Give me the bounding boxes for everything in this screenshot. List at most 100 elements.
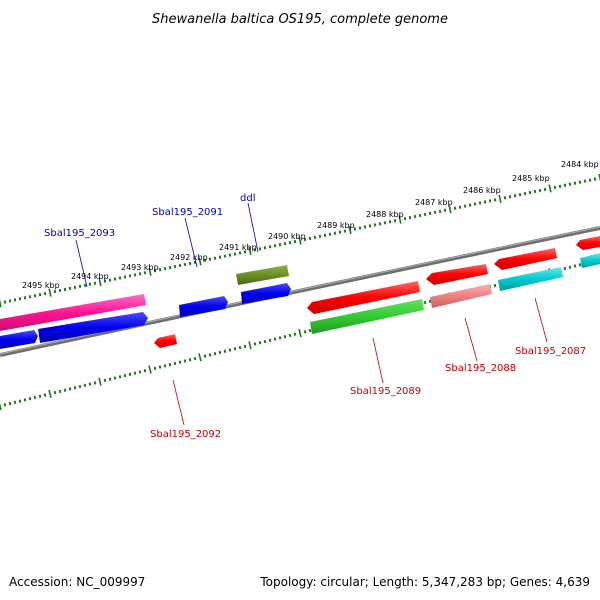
minor-tick (358, 226, 362, 230)
gene-label-sbal195-2091[interactable]: Sbal195_2091 (152, 207, 223, 218)
gene-arrow-sbal195-2088-red[interactable] (426, 264, 488, 285)
gene-arrow-sbal195-2087[interactable] (498, 267, 563, 291)
gene-label-ddl[interactable]: ddl (240, 193, 255, 204)
minor-tick (28, 397, 32, 401)
minor-tick (388, 220, 392, 224)
scale-labels: 2484 kbp 2485 kbp 2486 kbp 2487 kbp 2488… (22, 160, 599, 290)
major-tick (448, 205, 452, 214)
minor-tick (583, 179, 587, 183)
gene-label-sbal195-2092[interactable]: Sbal195_2092 (150, 429, 221, 440)
minor-tick (428, 211, 432, 216)
minor-tick (223, 254, 227, 258)
minor-tick (558, 184, 562, 189)
minor-tick (188, 358, 192, 362)
map-title: Shewanella baltica OS195, complete genom… (152, 12, 448, 27)
minor-tick (568, 265, 572, 269)
minor-tick (178, 263, 182, 268)
bottom-strand-row (154, 253, 600, 348)
minor-tick (38, 394, 42, 398)
minor-tick (53, 390, 57, 395)
minor-tick (528, 190, 532, 195)
gene-arrow-sbal195-2091[interactable] (179, 296, 228, 317)
minor-tick (173, 361, 177, 366)
gene-arrow-sbal195-2089[interactable] (310, 299, 424, 334)
minor-tick (238, 251, 242, 255)
gene-arrow-sbal195-2088[interactable] (430, 284, 492, 308)
gene-arrow-sbal195-2093[interactable] (0, 294, 146, 331)
minor-tick (268, 338, 272, 342)
minor-tick (33, 294, 37, 298)
gene-arrow-cyan-right[interactable] (580, 253, 600, 268)
minor-tick (263, 246, 267, 250)
gene-label-sbal195-2088[interactable]: Sbal195_2088 (445, 363, 516, 374)
minor-tick (313, 235, 317, 240)
scale-label: 2487 kbp (415, 198, 453, 207)
minor-tick (3, 403, 7, 407)
minor-tick (88, 382, 92, 386)
minor-tick (243, 250, 247, 254)
minor-tick (483, 200, 487, 204)
minor-tick (83, 383, 87, 388)
minor-tick (183, 359, 187, 363)
gene-label-sbal195-2087[interactable]: Sbal195_2087 (515, 346, 586, 357)
minor-tick (73, 285, 77, 290)
minor-tick (3, 300, 7, 304)
major-tick (198, 353, 202, 362)
gene-arrow-ddl[interactable] (236, 265, 289, 285)
gene-arrow-sbal195-2087-red[interactable] (494, 248, 557, 270)
minor-tick (23, 398, 27, 402)
minor-tick (578, 180, 582, 184)
gene-arrow-blue-left[interactable] (0, 330, 38, 349)
minor-tick (493, 198, 497, 202)
minor-tick (293, 332, 297, 336)
scale-label: 2486 kbp (463, 186, 501, 195)
major-tick (0, 299, 2, 308)
outer-scale-ticks (0, 173, 600, 308)
minor-tick (63, 388, 67, 392)
major-tick (598, 173, 600, 182)
minor-tick (253, 342, 257, 346)
gene-arrow-blue-small[interactable] (241, 283, 291, 304)
genome-summary-text: Topology: circular; Length: 5,347,283 bp… (259, 575, 590, 589)
minor-tick (268, 245, 272, 249)
gene-arrow-blue-long[interactable] (38, 312, 148, 343)
minor-tick (213, 256, 217, 260)
gene-arrow-sbal195-2089-red[interactable] (307, 281, 420, 314)
minor-tick (573, 264, 577, 268)
scale-label: 2491 kbp (219, 243, 257, 252)
minor-tick (423, 300, 427, 305)
major-tick (348, 226, 352, 235)
gene-arrow-sbal195-2086[interactable] (576, 236, 600, 250)
major-tick (248, 246, 252, 255)
scale-label: 2493 kbp (121, 263, 159, 272)
gene-labels: Sbal195_2093 Sbal195_2091 ddl Sbal195_20… (44, 193, 586, 440)
gene-label-sbal195-2089[interactable]: Sbal195_2089 (350, 386, 421, 397)
minor-tick (273, 337, 277, 341)
minor-tick (53, 289, 57, 294)
minor-tick (308, 236, 312, 241)
minor-tick (523, 191, 527, 196)
minor-tick (213, 351, 217, 356)
minor-tick (518, 192, 522, 197)
minor-tick (538, 188, 542, 193)
minor-tick (153, 366, 157, 370)
minor-tick (8, 299, 12, 303)
minor-tick (393, 219, 397, 223)
minor-tick (108, 278, 112, 282)
minor-tick (508, 195, 512, 199)
minor-tick (293, 239, 297, 244)
minor-tick (218, 255, 222, 259)
gene-arrow-sbal195-2092[interactable] (154, 334, 177, 348)
minor-tick (458, 205, 462, 209)
minor-tick (493, 283, 497, 288)
minor-tick (193, 260, 197, 265)
minor-tick (303, 237, 307, 242)
minor-tick (153, 269, 157, 273)
minor-tick (568, 182, 572, 186)
top-strand-inner-row (0, 281, 420, 349)
minor-tick (133, 371, 137, 375)
major-tick (298, 236, 302, 245)
minor-tick (58, 288, 62, 293)
gene-label-sbal195-2093[interactable]: Sbal195_2093 (44, 228, 115, 239)
